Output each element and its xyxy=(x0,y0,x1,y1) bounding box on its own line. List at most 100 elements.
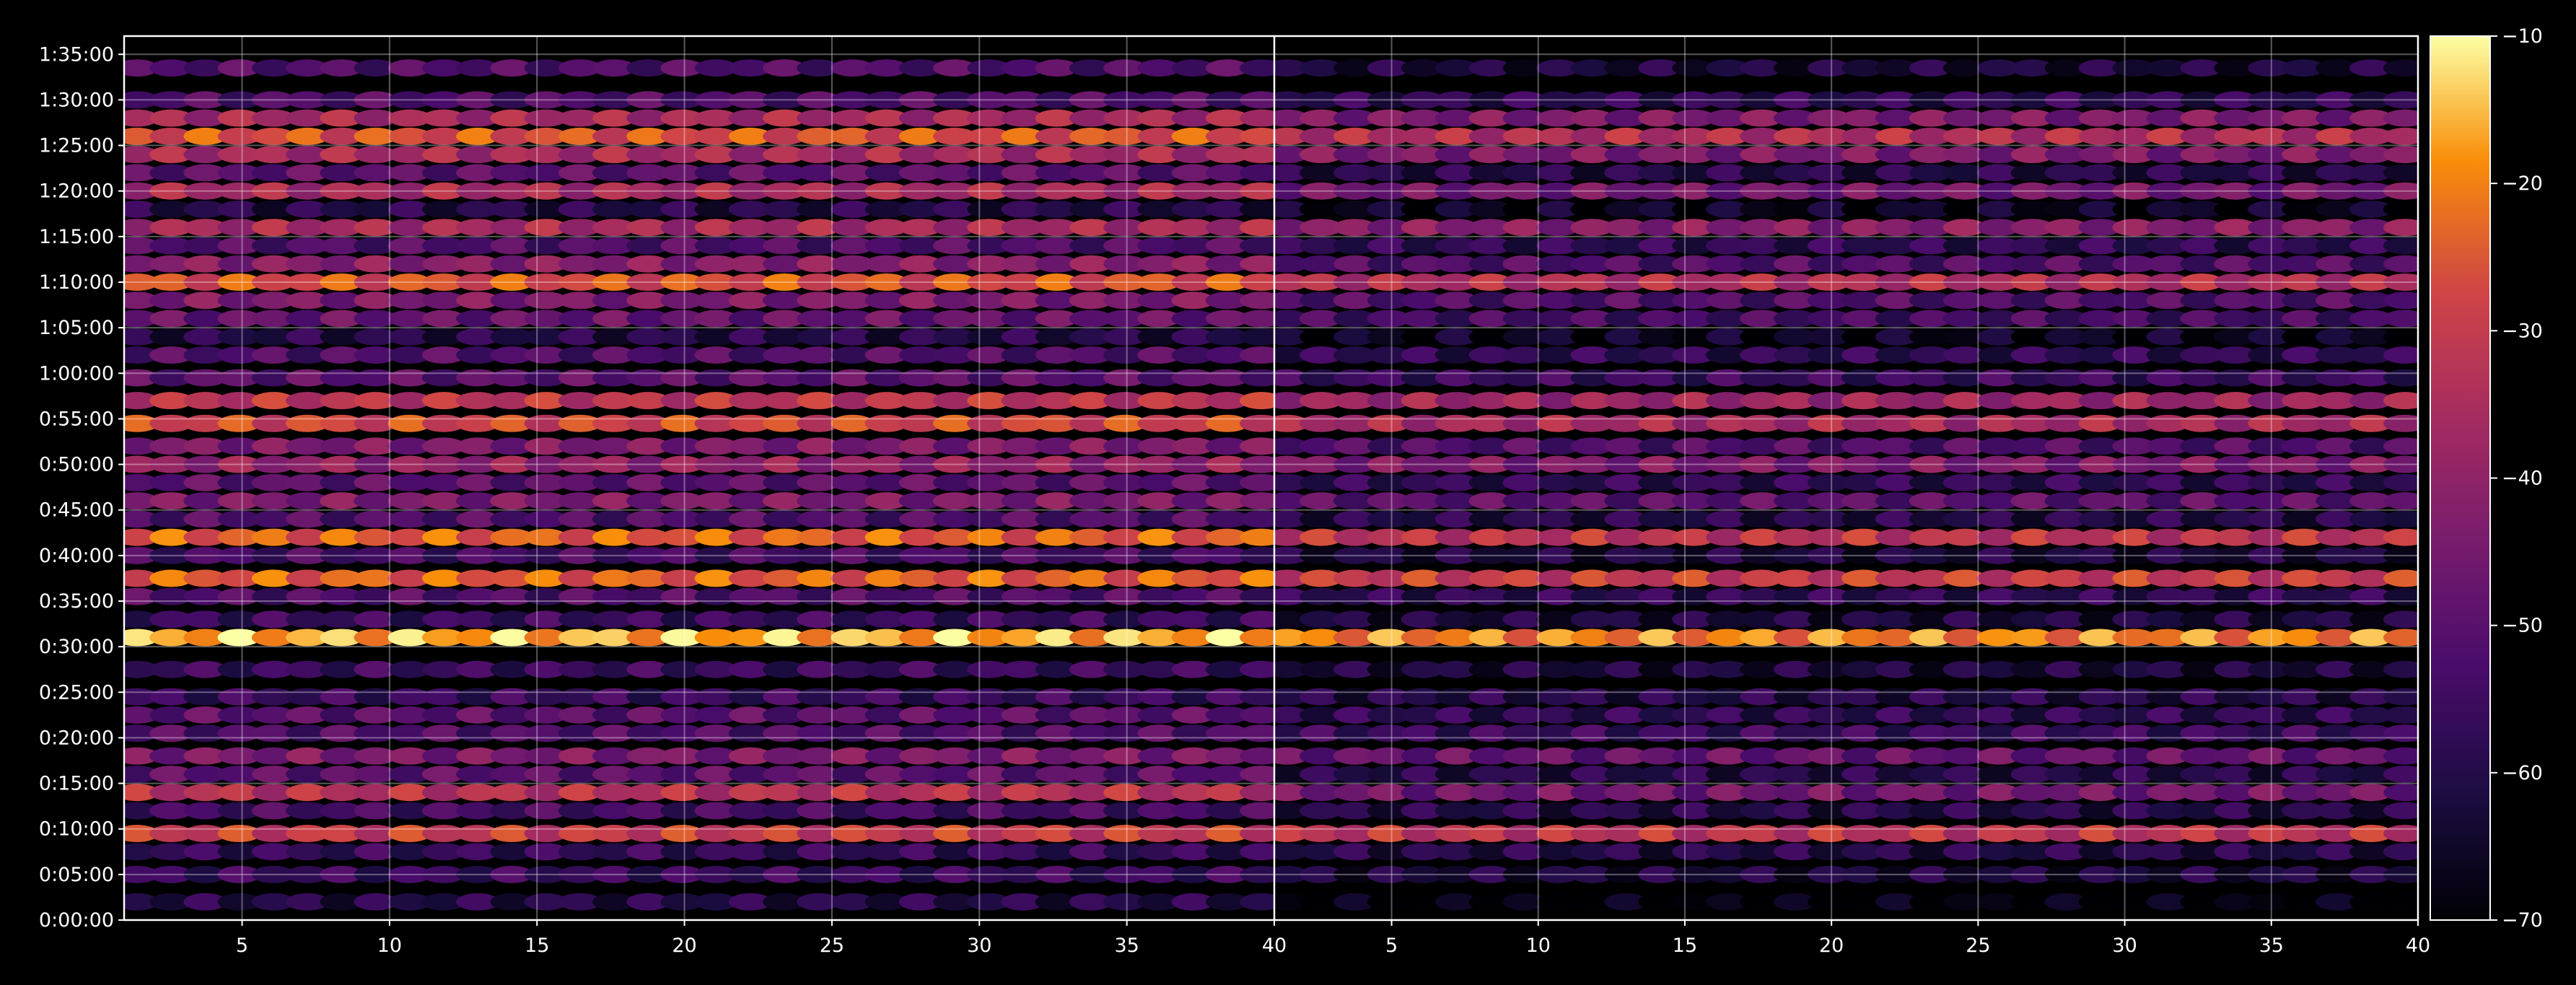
y-tick-label: 0:00:00 xyxy=(39,909,114,932)
heatmap-cell xyxy=(1942,127,1986,145)
heatmap-cell xyxy=(831,200,875,218)
heatmap-cell xyxy=(1774,237,1818,255)
heatmap-cell xyxy=(1774,765,1818,783)
heatmap-cell xyxy=(1468,784,1512,802)
heatmap-cell xyxy=(320,91,364,109)
heatmap-cell xyxy=(1069,706,1113,724)
heatmap-cell xyxy=(2146,328,2190,346)
heatmap-cell xyxy=(2349,706,2393,724)
heatmap-cell xyxy=(1502,219,1546,237)
heatmap-cell xyxy=(2316,237,2360,255)
heatmap-cell xyxy=(967,109,1011,127)
heatmap-cell xyxy=(1740,825,1784,843)
heatmap-cell xyxy=(660,688,704,706)
heatmap-cell xyxy=(864,510,908,528)
heatmap-cell xyxy=(694,865,738,883)
heatmap-cell xyxy=(251,392,295,410)
heatmap-cell xyxy=(558,273,602,291)
heatmap-cell xyxy=(1942,724,1986,743)
heatmap-cell xyxy=(694,91,738,109)
heatmap-cell xyxy=(1672,765,1716,783)
heatmap-cell xyxy=(763,893,807,911)
heatmap-cell xyxy=(421,127,465,145)
heatmap-cell xyxy=(1942,437,1986,455)
heatmap-cell xyxy=(1706,825,1750,843)
heatmap-cell xyxy=(1909,660,1953,678)
heatmap-cell xyxy=(2383,747,2418,765)
heatmap-cell xyxy=(1706,610,1750,629)
heatmap-cell xyxy=(2349,392,2393,410)
heatmap-cell xyxy=(1638,510,1682,528)
heatmap-cell xyxy=(124,865,159,883)
heatmap-cell xyxy=(1171,724,1215,743)
heatmap-cell xyxy=(1909,492,1953,510)
heatmap-cell xyxy=(456,569,500,587)
heatmap-cell xyxy=(1909,455,1953,473)
heatmap-cell xyxy=(1774,546,1818,564)
heatmap-cell xyxy=(1875,802,1919,820)
heatmap-cell xyxy=(421,437,465,455)
heatmap-cell xyxy=(183,510,227,528)
heatmap-cell xyxy=(831,219,875,237)
heatmap-cell xyxy=(2044,724,2088,743)
heatmap-cell xyxy=(1434,146,1478,164)
plot-frame xyxy=(123,35,2419,921)
heatmap-cell xyxy=(217,473,261,491)
heatmap-cell xyxy=(183,237,227,255)
heatmap-cell xyxy=(1502,237,1546,255)
heatmap-cell xyxy=(2383,724,2418,743)
heatmap-cell xyxy=(1367,127,1411,145)
heatmap-cell xyxy=(354,528,398,546)
heatmap-cell xyxy=(592,784,636,802)
heatmap-cell xyxy=(967,273,1011,291)
heatmap-cell xyxy=(2078,369,2122,387)
heatmap-cell xyxy=(592,610,636,629)
heatmap-cell xyxy=(1536,765,1580,783)
heatmap-cell xyxy=(831,237,875,255)
heatmap-cell xyxy=(2248,724,2292,743)
heatmap-cell xyxy=(728,765,772,783)
x-tick-label: 30 xyxy=(2112,934,2137,957)
heatmap-cell xyxy=(1103,146,1147,164)
heatmap-cell xyxy=(1875,59,1919,77)
heatmap-cell xyxy=(1774,660,1818,678)
heatmap-cell xyxy=(1604,392,1648,410)
heatmap-cell xyxy=(898,219,942,237)
heatmap-cell xyxy=(2349,510,2393,528)
heatmap-cell xyxy=(217,328,261,346)
heatmap-cell xyxy=(864,587,908,605)
heatmap-cell xyxy=(1942,629,1986,647)
heatmap-cell xyxy=(490,127,534,145)
heatmap-cell xyxy=(1706,59,1750,77)
heatmap-cell xyxy=(2010,109,2054,127)
heatmap-cell xyxy=(1976,437,2020,455)
heatmap-cell xyxy=(1333,273,1377,291)
heatmap-cell xyxy=(2010,569,2054,587)
heatmap-cell xyxy=(1205,610,1249,629)
heatmap-cell xyxy=(1240,200,1274,218)
heatmap-cell xyxy=(2282,200,2326,218)
heatmap-cell xyxy=(626,292,670,310)
heatmap-cell xyxy=(1299,587,1343,605)
heatmap-cell xyxy=(2180,91,2224,109)
heatmap-cell xyxy=(1434,688,1478,706)
heatmap-cell xyxy=(558,660,602,678)
heatmap-cell xyxy=(387,310,431,328)
heatmap-cell xyxy=(1367,784,1411,802)
heatmap-cell xyxy=(2146,825,2190,843)
heatmap-cell xyxy=(2112,182,2156,200)
heatmap-cell xyxy=(592,455,636,473)
heatmap-cell xyxy=(421,59,465,77)
heatmap-cell xyxy=(1706,546,1750,564)
heatmap-cell xyxy=(660,784,704,802)
y-tick-label: 1:10:00 xyxy=(39,271,114,294)
heatmap-cell xyxy=(763,569,807,587)
heatmap-cell xyxy=(2349,273,2393,291)
heatmap-cell xyxy=(2316,660,2360,678)
heatmap-cell xyxy=(1171,392,1215,410)
heatmap-cell xyxy=(1976,292,2020,310)
heatmap-cell xyxy=(387,164,431,182)
heatmap-cell xyxy=(2282,414,2326,432)
heatmap-cell xyxy=(2349,747,2393,765)
heatmap-cell xyxy=(320,825,364,843)
